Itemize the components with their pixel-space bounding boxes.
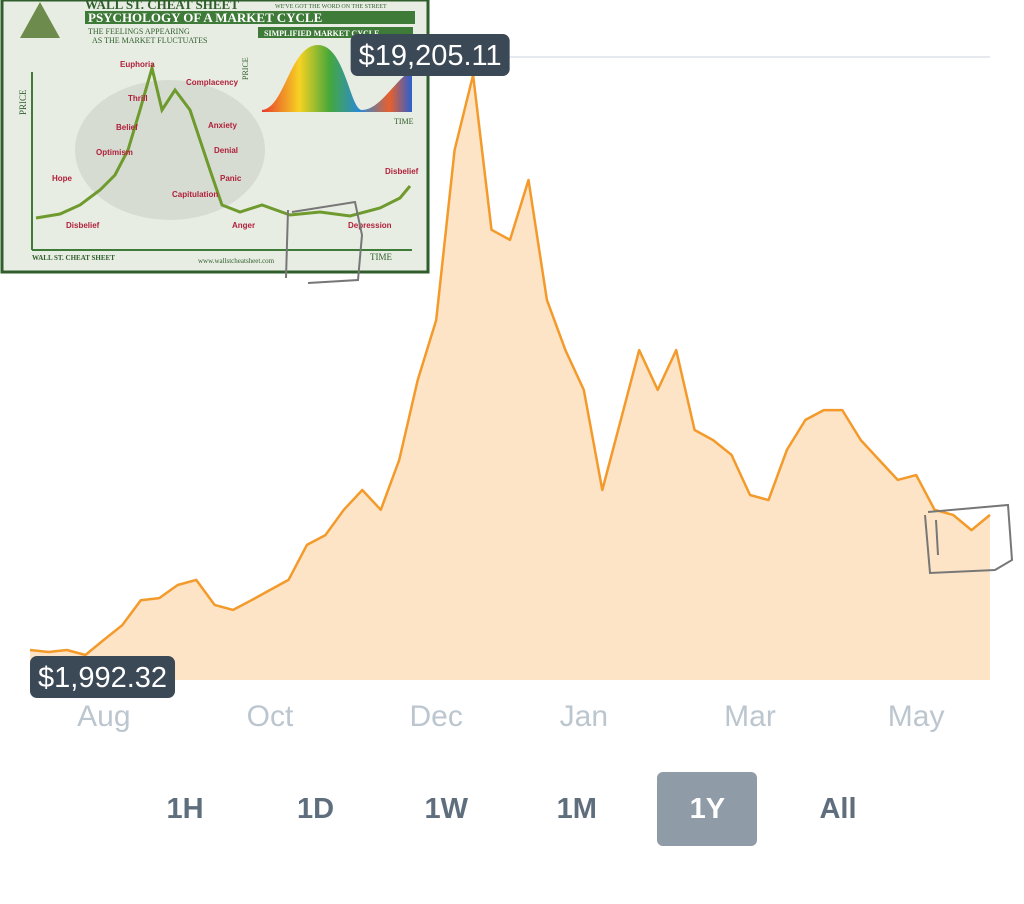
value-label-text: $19,205.11 (359, 40, 502, 72)
inset-mini-band (258, 27, 413, 38)
inset-image: WALL ST. CHEAT SHEET WE'VE GOT THE WORD … (0, 0, 430, 274)
inset-stage: Anger (232, 221, 255, 230)
inset-watermark (75, 80, 265, 220)
inset-title: PSYCHOLOGY OF A MARKET CYCLE (88, 10, 322, 25)
inset-tagline: WE'VE GOT THE WORD ON THE STREET (275, 4, 387, 10)
range-button[interactable]: 1Y (657, 772, 758, 846)
inset-stage: Denial (214, 146, 238, 155)
x-tick-label: Aug (77, 700, 130, 733)
inset-stage: Thrill (128, 94, 148, 103)
inset-stage: Anxiety (208, 121, 237, 130)
inset-footer-brand: WALL ST. CHEAT SHEET (32, 254, 115, 262)
chart: WALL ST. CHEAT SHEET WE'VE GOT THE WORD … (0, 0, 1014, 733)
inset-stage: Hope (52, 174, 73, 183)
inset-title-band (85, 11, 415, 24)
range-button[interactable]: 1D (297, 793, 335, 825)
inset-cycle-line (35, 62, 412, 220)
inset-mini-title: SIMPLIFIED MARKET CYCLE (264, 29, 379, 38)
inset-url: www.wallstcheatsheet.com (198, 257, 275, 265)
range-button[interactable]: 1H (166, 793, 204, 825)
x-tick-label: Jan (560, 700, 608, 733)
x-tick-label: Dec (409, 700, 462, 733)
inset-stage: Depression (348, 221, 392, 230)
price-line (29, 73, 991, 657)
value-label: $19,205.11 (350, 34, 510, 76)
inset-stage: Disbelief (385, 167, 419, 176)
scribble (924, 503, 1014, 575)
inset-stage: Capitulation (172, 190, 218, 199)
inset-stage: Euphoria (120, 60, 155, 69)
inset-stage: Disbelief (66, 221, 100, 230)
inset-stage: Belief (116, 123, 138, 132)
scribble (285, 200, 364, 284)
range-button[interactable]: 1W (424, 793, 468, 825)
x-tick-label: Oct (247, 700, 294, 733)
inset-logo (20, 2, 60, 38)
value-label: $1,992.32 (30, 656, 176, 698)
inset-axis-label: TIME (370, 252, 392, 262)
inset-stage: Complacency (186, 78, 239, 87)
inset-subtitle: THE FEELINGS APPEARING (88, 27, 190, 36)
value-label-box (30, 656, 176, 698)
x-tick-label: Mar (724, 700, 776, 733)
value-label-text: $1,992.32 (38, 662, 167, 694)
range-button[interactable]: 1M (556, 793, 597, 825)
inset-mini-cycle (262, 45, 412, 112)
labels: $1,992.32 $19,205.11 (30, 34, 510, 698)
inset-subtitle: AS THE MARKET FLUCTUATES (92, 36, 208, 45)
plot (29, 73, 991, 680)
inset-stage: Optimism (96, 148, 133, 157)
x-tick-label: May (888, 700, 945, 733)
value-label-box (350, 34, 510, 76)
inset-axis-label: PRICE (241, 57, 250, 80)
area (30, 75, 990, 680)
inset-axis-label: PRICE (18, 89, 28, 115)
inset-axis-label: TIME (394, 117, 414, 126)
inset-stage: Panic (220, 174, 242, 183)
inset-brand: WALL ST. CHEAT SHEET (85, 0, 239, 12)
range-button[interactable]: All (819, 793, 857, 825)
